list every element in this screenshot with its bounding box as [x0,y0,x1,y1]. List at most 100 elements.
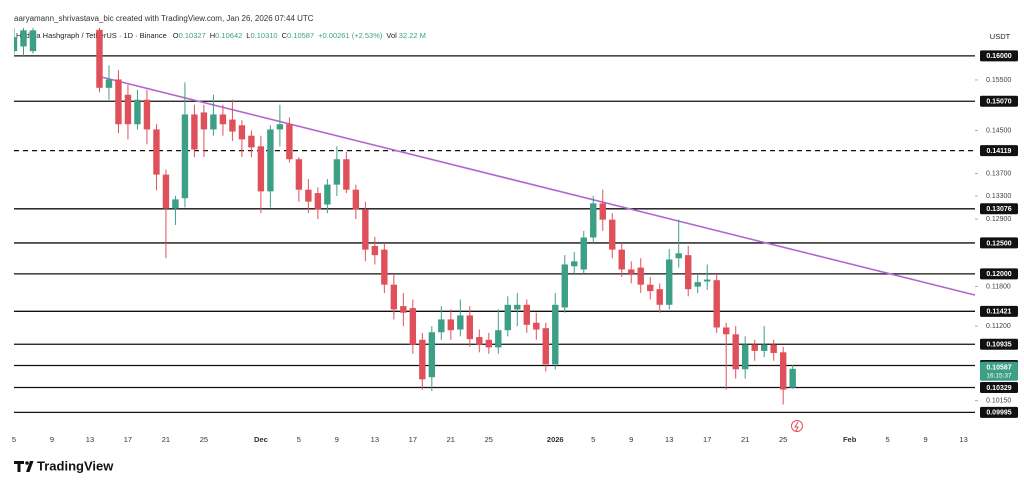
x-tick-label: 21 [162,435,170,444]
candle [381,242,388,294]
candle [514,293,521,327]
candle [14,28,18,56]
candle [210,94,217,136]
candle [96,28,103,93]
x-tick-label: 13 [86,435,94,444]
candle [428,326,436,392]
candle [172,195,179,225]
candle [333,146,341,196]
candle [276,104,284,147]
level-label: 0.15070 [986,99,1011,106]
candle [523,299,530,333]
candle [162,169,170,259]
level-label: 0.10935 [986,342,1011,349]
candle [143,89,151,145]
candle [732,326,739,379]
legend-key: H [210,31,215,40]
legend-value: 0.10327 [179,31,206,40]
candle-body [789,368,796,388]
x-tick-label: 9 [50,435,54,444]
candle [438,306,445,340]
x-tick-label: 25 [485,435,493,444]
candle-body [628,269,635,274]
flash-icon [791,420,803,432]
level-tag [980,237,1018,249]
level-tag [980,338,1018,350]
legend-volume: 32.22 M [399,31,426,40]
candle-body [561,264,568,308]
candle-body [571,261,578,267]
candle-body [599,203,606,220]
x-tick-label: 9 [629,435,633,444]
x-tick-label: 17 [703,435,711,444]
x-tick-label: 5 [12,435,16,444]
level-label: 0.09995 [986,410,1011,417]
candle [134,89,141,130]
candle [295,157,303,202]
x-tick-label: 9 [335,435,339,444]
x-tick-label: 25 [779,435,787,444]
candle [685,245,692,297]
candle [675,219,682,268]
level-tag [980,95,1018,107]
candle [476,329,483,353]
legend-title: Hedera Hashgraph / TetherUS · 1D · Binan… [16,31,167,40]
candle-body [770,344,777,353]
level-label: 0.16000 [986,53,1011,60]
candle [314,187,322,220]
candle [561,255,568,313]
x-tick-label: 25 [200,435,208,444]
candle [191,104,198,158]
x-tick-label: Feb [843,435,857,444]
candle [571,252,578,274]
candle [124,84,132,140]
x-tick-label: 13 [665,435,673,444]
y-tick-label: 0.12900 [986,216,1011,223]
candle [504,296,511,337]
candle [267,125,274,208]
candle [723,322,730,390]
candle-body [457,315,464,330]
candle-body [153,129,160,175]
candle [219,104,227,136]
candle-body [362,209,369,250]
legend-change: +0.00261 (+2.53%) [318,31,383,40]
candle [466,306,474,347]
candle-body [210,114,217,130]
brand: TradingView [37,458,114,473]
candle-body [637,267,644,285]
legend-value: 0.10310 [250,31,277,40]
candle [789,364,796,389]
candle [447,309,455,340]
candle-body [96,29,103,88]
legend-key: C [282,31,288,40]
candle [704,264,711,290]
candle [694,273,701,294]
level-label: 0.13076 [986,206,1011,213]
current-price-label: 0.10587 [986,365,1011,372]
candle-body [504,304,511,331]
candle [495,309,502,354]
candle [609,213,616,259]
candle [343,151,350,194]
candle-body [732,334,739,370]
candle-body [314,193,322,210]
candle-body [542,328,549,365]
candle-body [105,79,113,88]
candle-body [390,284,398,310]
candle-body [409,308,417,345]
candle-body [675,253,682,259]
x-tick-label: 13 [371,435,379,444]
candle [628,261,635,284]
candle-body [514,304,521,310]
legend-value: 0.10587 [287,31,314,40]
candle-body [590,203,597,238]
x-tick-label: 2026 [547,435,564,444]
legend-key: L [246,31,250,40]
candle-body [419,339,426,380]
candle-body [286,124,293,160]
level-tag [980,268,1018,280]
candle [371,236,379,265]
x-tick-label: 17 [124,435,132,444]
